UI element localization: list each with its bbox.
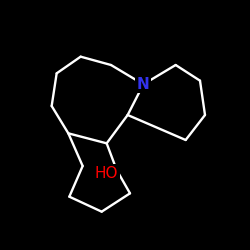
- Text: N: N: [137, 77, 150, 92]
- Text: HO: HO: [95, 166, 118, 181]
